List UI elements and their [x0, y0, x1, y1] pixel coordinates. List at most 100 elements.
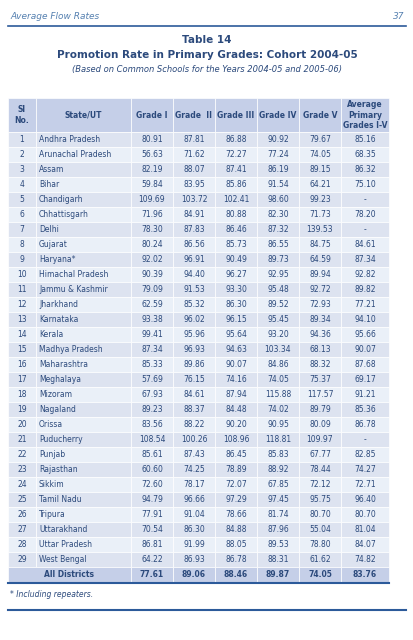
Text: 96.91: 96.91 [183, 255, 204, 264]
Text: 8: 8 [19, 240, 24, 249]
Text: 109.69: 109.69 [138, 195, 165, 204]
Text: 86.19: 86.19 [266, 165, 288, 174]
Text: 90.20: 90.20 [225, 420, 246, 429]
Text: 90.39: 90.39 [141, 270, 163, 279]
Text: 87.34: 87.34 [353, 255, 375, 264]
Text: 95.48: 95.48 [266, 285, 288, 294]
Text: 25: 25 [17, 495, 27, 504]
Text: 88.32: 88.32 [309, 360, 330, 369]
Text: Maharashtra: Maharashtra [39, 360, 88, 369]
Text: 78.66: 78.66 [225, 510, 246, 519]
Text: Uttarakhand: Uttarakhand [39, 525, 87, 534]
Text: 96.93: 96.93 [183, 345, 204, 354]
Text: 93.30: 93.30 [225, 285, 246, 294]
Text: 56.63: 56.63 [141, 150, 163, 159]
Text: Tripura: Tripura [39, 510, 66, 519]
Text: 96.66: 96.66 [183, 495, 204, 504]
Text: 9: 9 [19, 255, 24, 264]
Text: 86.32: 86.32 [354, 165, 375, 174]
Text: 70.54: 70.54 [141, 525, 163, 534]
Text: 74.82: 74.82 [354, 555, 375, 564]
Text: Orissa: Orissa [39, 420, 63, 429]
Text: 1: 1 [19, 135, 24, 144]
Text: 90.95: 90.95 [266, 420, 288, 429]
Text: Tamil Nadu: Tamil Nadu [39, 495, 81, 504]
Text: Karnataka: Karnataka [39, 315, 78, 324]
Text: 97.29: 97.29 [225, 495, 246, 504]
Text: 84.91: 84.91 [183, 210, 204, 219]
Text: 91.04: 91.04 [183, 510, 204, 519]
Text: 59.84: 59.84 [141, 180, 162, 189]
Text: 78.30: 78.30 [141, 225, 162, 234]
Text: 96.15: 96.15 [225, 315, 246, 324]
Text: 88.07: 88.07 [183, 165, 204, 174]
Text: Grade IV: Grade IV [259, 111, 296, 120]
Text: 90.07: 90.07 [225, 360, 246, 369]
Text: 79.09: 79.09 [141, 285, 163, 294]
Text: -: - [363, 435, 366, 444]
Text: 89.87: 89.87 [265, 570, 290, 579]
Text: 76.15: 76.15 [183, 375, 204, 384]
Text: 3: 3 [19, 165, 24, 174]
Text: Chhattisgarh: Chhattisgarh [39, 210, 89, 219]
Text: 78.89: 78.89 [225, 465, 246, 474]
Text: 81.04: 81.04 [354, 525, 375, 534]
Text: 89.53: 89.53 [266, 540, 288, 549]
Text: 84.07: 84.07 [353, 540, 375, 549]
Text: 82.30: 82.30 [266, 210, 288, 219]
Text: 87.43: 87.43 [183, 450, 204, 459]
Text: -: - [363, 195, 366, 204]
Text: 85.83: 85.83 [266, 450, 288, 459]
Text: 68.35: 68.35 [353, 150, 375, 159]
Text: 97.45: 97.45 [266, 495, 288, 504]
Text: 4: 4 [19, 180, 24, 189]
Text: 20: 20 [17, 420, 27, 429]
Text: West Bengal: West Bengal [39, 555, 86, 564]
Text: Sl
No.: Sl No. [14, 106, 29, 125]
Text: 95.66: 95.66 [353, 330, 375, 339]
Text: All Districts: All Districts [44, 570, 94, 579]
Text: 87.96: 87.96 [266, 525, 288, 534]
Text: 67.93: 67.93 [141, 390, 163, 399]
Text: Puducherry: Puducherry [39, 435, 83, 444]
Text: 92.95: 92.95 [266, 270, 288, 279]
Text: 78.44: 78.44 [309, 465, 330, 474]
Text: 71.96: 71.96 [141, 210, 162, 219]
Text: 16: 16 [17, 360, 27, 369]
Text: 67.77: 67.77 [309, 450, 330, 459]
Text: 94.10: 94.10 [353, 315, 375, 324]
Text: Madhya Pradesh: Madhya Pradesh [39, 345, 102, 354]
Text: 74.27: 74.27 [353, 465, 375, 474]
Text: 91.53: 91.53 [183, 285, 204, 294]
Text: 139.53: 139.53 [306, 225, 332, 234]
Text: 92.72: 92.72 [309, 285, 330, 294]
Text: 115.88: 115.88 [264, 390, 290, 399]
Text: 94.40: 94.40 [183, 270, 204, 279]
Text: 74.05: 74.05 [307, 570, 331, 579]
Text: 80.24: 80.24 [141, 240, 162, 249]
Text: 10: 10 [17, 270, 27, 279]
Text: 86.55: 86.55 [266, 240, 288, 249]
Text: Andhra Pradesh: Andhra Pradesh [39, 135, 100, 144]
Text: 98.60: 98.60 [266, 195, 288, 204]
Text: 109.97: 109.97 [306, 435, 332, 444]
Text: 94.63: 94.63 [225, 345, 246, 354]
Text: 100.26: 100.26 [180, 435, 207, 444]
Text: 72.71: 72.71 [354, 480, 375, 489]
Text: 85.61: 85.61 [141, 450, 162, 459]
Text: 80.70: 80.70 [353, 510, 375, 519]
Text: 11: 11 [17, 285, 27, 294]
Text: 18: 18 [17, 390, 27, 399]
Text: 29: 29 [17, 555, 27, 564]
Text: 17: 17 [17, 375, 27, 384]
Text: 74.05: 74.05 [309, 150, 330, 159]
Text: Bihar: Bihar [39, 180, 59, 189]
Text: Arunachal Pradesh: Arunachal Pradesh [39, 150, 111, 159]
Text: 85.86: 85.86 [225, 180, 246, 189]
Text: 85.73: 85.73 [225, 240, 246, 249]
Text: 91.54: 91.54 [266, 180, 288, 189]
Text: 87.94: 87.94 [225, 390, 246, 399]
Text: 103.72: 103.72 [180, 195, 207, 204]
Text: 108.96: 108.96 [222, 435, 249, 444]
Text: 86.30: 86.30 [183, 525, 204, 534]
